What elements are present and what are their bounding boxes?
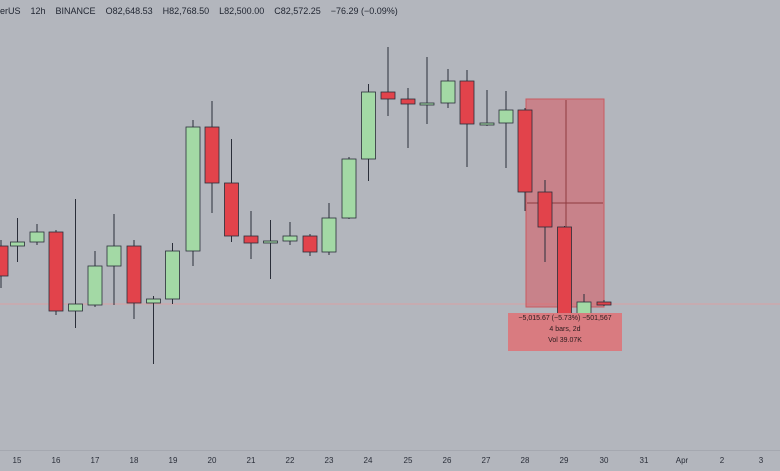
candle-body xyxy=(498,109,514,124)
candle-body xyxy=(537,191,553,228)
candle-body xyxy=(341,158,357,219)
time-axis-label: 2 xyxy=(719,456,725,465)
candle[interactable] xyxy=(204,101,220,213)
candle[interactable] xyxy=(87,251,103,307)
interval-label[interactable]: 12h xyxy=(30,6,46,16)
candle[interactable] xyxy=(106,214,122,305)
time-axis-label: 30 xyxy=(599,456,609,465)
candle-body xyxy=(517,109,533,193)
candle[interactable] xyxy=(380,47,396,116)
candle[interactable] xyxy=(459,70,475,167)
candle-body xyxy=(29,231,45,243)
time-axis-label: 3 xyxy=(758,456,764,465)
candle[interactable] xyxy=(419,57,435,124)
measure-change: −5,015.67 (−5.73%) −501,567 xyxy=(518,315,612,322)
candle[interactable] xyxy=(243,211,259,259)
candle-body xyxy=(0,245,9,277)
time-axis-label: 16 xyxy=(51,456,61,465)
time-axis-label: 22 xyxy=(285,456,295,465)
candle-body xyxy=(321,217,337,253)
time-axis-label: 26 xyxy=(442,456,452,465)
candle[interactable] xyxy=(479,90,495,126)
candle[interactable] xyxy=(537,180,553,262)
measure-bars: 4 bars, 2d xyxy=(549,326,581,333)
candle-body xyxy=(204,126,220,184)
candle-body xyxy=(243,235,259,244)
time-axis[interactable]: 15 16 17 18 19 20 21 22 23 24 25 26 27 28 29 30 31 Apr 2 3 xyxy=(0,450,780,471)
candle[interactable] xyxy=(126,240,142,319)
candle[interactable] xyxy=(440,69,456,108)
candle[interactable] xyxy=(10,218,25,262)
candle[interactable] xyxy=(282,222,298,245)
symbol-label[interactable]: erUS xyxy=(0,6,21,16)
candle-body xyxy=(361,91,376,160)
candle-body xyxy=(419,102,435,106)
time-axis-label: 21 xyxy=(246,456,256,465)
time-axis-label: 15 xyxy=(12,456,22,465)
time-axis-label: 28 xyxy=(520,456,530,465)
candle[interactable] xyxy=(302,234,318,256)
candle[interactable] xyxy=(29,224,45,245)
candle-body xyxy=(440,80,456,104)
candle-body xyxy=(165,250,180,300)
candle[interactable] xyxy=(165,243,180,304)
measure-tooltip: −5,015.67 (−5.73%) −501,567 4 bars, 2d V… xyxy=(508,313,622,351)
candle[interactable] xyxy=(146,296,161,364)
candle-body xyxy=(68,303,83,312)
ohlc-open: O82,648.53 xyxy=(105,6,153,16)
time-axis-label: 23 xyxy=(324,456,334,465)
candle-body xyxy=(302,235,318,253)
candle[interactable] xyxy=(185,120,201,266)
candle-body xyxy=(263,240,278,244)
candle-body xyxy=(282,235,298,242)
candle-body xyxy=(224,182,239,237)
candle-body xyxy=(10,241,25,247)
time-axis-label: 29 xyxy=(559,456,569,465)
candle[interactable] xyxy=(263,220,278,279)
candle-body xyxy=(126,245,142,304)
ohlc-low: L82,500.00 xyxy=(219,6,265,16)
candle[interactable] xyxy=(224,139,239,242)
candle[interactable] xyxy=(400,88,416,148)
candle-body xyxy=(459,80,475,125)
time-axis-label: 27 xyxy=(481,456,491,465)
time-axis-label: 17 xyxy=(90,456,100,465)
candle[interactable] xyxy=(498,91,514,168)
time-axis-label: 19 xyxy=(168,456,178,465)
ohlc-high: H82,768.50 xyxy=(162,6,210,16)
candle[interactable] xyxy=(596,300,612,306)
time-axis-label: 20 xyxy=(207,456,217,465)
exchange-label: BINANCE xyxy=(55,6,96,16)
candle-body xyxy=(106,245,122,267)
candle-body xyxy=(185,126,201,252)
candle-body xyxy=(400,98,416,105)
candle[interactable] xyxy=(341,157,357,219)
candle-body xyxy=(48,231,64,312)
candle-body xyxy=(596,301,612,306)
candle[interactable] xyxy=(0,240,9,288)
ohlc-change: −76.29 (−0.09%) xyxy=(330,6,398,16)
time-axis-label: 31 xyxy=(639,456,649,465)
time-axis-label: Apr xyxy=(675,456,689,465)
candle[interactable] xyxy=(48,230,64,315)
candle[interactable] xyxy=(321,203,337,255)
time-axis-label: 25 xyxy=(403,456,413,465)
measure-volume: Vol 39.07K xyxy=(548,337,582,344)
candle-body xyxy=(87,265,103,306)
time-axis-label: 24 xyxy=(363,456,373,465)
time-axis-label: 18 xyxy=(129,456,139,465)
ohlc-close: C82,572.25 xyxy=(274,6,321,16)
candle-body xyxy=(479,122,495,126)
candle-body xyxy=(380,91,396,100)
candle[interactable] xyxy=(517,108,533,211)
candle-body xyxy=(146,298,161,304)
candle[interactable] xyxy=(361,84,376,181)
symbol-header: erUS 12h BINANCE O82,648.53 H82,768.50 L… xyxy=(0,0,780,22)
candle-body xyxy=(557,226,572,317)
candle[interactable] xyxy=(68,199,83,328)
